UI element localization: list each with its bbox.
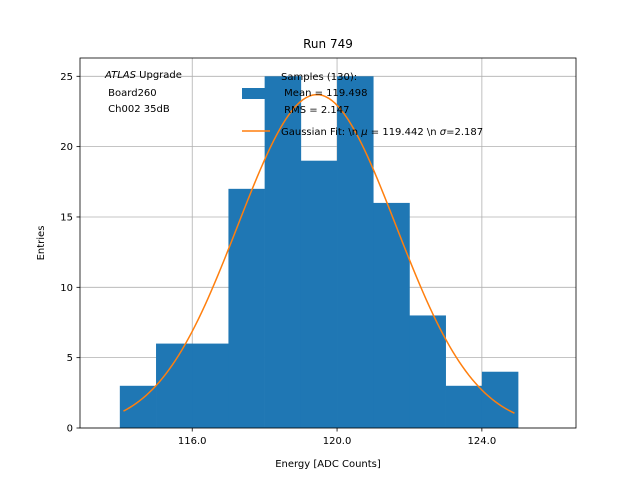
x-tick-label: 116.0 bbox=[178, 436, 207, 447]
legend-label-fit: Gaussian Fit: \n μ = 119.442 \n σ=2.187 bbox=[281, 127, 483, 138]
histogram-bar bbox=[445, 385, 483, 428]
annotation-line-3: Ch002 35dB bbox=[105, 104, 170, 115]
legend-label-histogram-line-2: Mean = 119.498 bbox=[281, 88, 368, 99]
histogram-bars bbox=[119, 76, 519, 428]
y-axis-label: Entries bbox=[36, 226, 47, 261]
annotation-upgrade: Upgrade bbox=[136, 70, 182, 81]
x-tick-label: 124.0 bbox=[468, 436, 497, 447]
legend-label-histogram-line-1: Samples (130): bbox=[281, 72, 357, 83]
histogram-bar bbox=[409, 315, 446, 428]
histogram-bar bbox=[337, 76, 374, 428]
atlas-annotation: ATLAS Upgrade Board260 Ch002 35dB bbox=[104, 70, 182, 115]
x-tick-label: 120.0 bbox=[323, 436, 352, 447]
histogram-bar bbox=[119, 385, 157, 428]
y-tick-label: 25 bbox=[60, 72, 73, 83]
y-tick-label: 0 bbox=[67, 424, 73, 435]
x-axis-label: Energy [ADC Counts] bbox=[275, 459, 381, 470]
gaussian-fit-line bbox=[123, 93, 515, 414]
chart-title: Run 749 bbox=[303, 37, 353, 51]
annotation-line-2: Board260 bbox=[105, 88, 157, 99]
legend-swatch-histogram bbox=[242, 88, 270, 99]
y-tick-label: 10 bbox=[60, 283, 73, 294]
legend: Samples (130): Mean = 119.498 RMS = 2.14… bbox=[242, 72, 483, 138]
annotation-line-1: ATLAS Upgrade bbox=[104, 70, 182, 81]
legend-fit-sigma: σ bbox=[440, 127, 447, 138]
y-tick-label: 5 bbox=[67, 353, 73, 364]
legend-fit-suffix: =2.187 bbox=[446, 127, 483, 138]
legend-fit-mid: = 119.442 \n bbox=[368, 127, 440, 138]
axes-frame bbox=[79, 57, 577, 429]
legend-fit-prefix: Gaussian Fit: \n bbox=[281, 127, 361, 138]
annotation-atlas: ATLAS bbox=[104, 70, 137, 81]
legend-fit-mu: μ bbox=[360, 127, 367, 138]
axis-ticks: 116.0 120.0 124.0 0 5 10 15 20 25 bbox=[60, 72, 496, 447]
histogram-bar bbox=[300, 160, 338, 428]
histogram-bar bbox=[192, 343, 229, 428]
histogram-bar bbox=[481, 371, 519, 428]
histogram-bar bbox=[373, 202, 410, 428]
histogram-bar bbox=[228, 188, 265, 428]
y-tick-label: 15 bbox=[60, 212, 73, 223]
y-tick-label: 20 bbox=[60, 142, 73, 153]
legend-label-histogram-line-3: RMS = 2.147 bbox=[281, 105, 349, 116]
histogram-bar bbox=[264, 76, 302, 428]
histogram-bar bbox=[156, 343, 193, 428]
